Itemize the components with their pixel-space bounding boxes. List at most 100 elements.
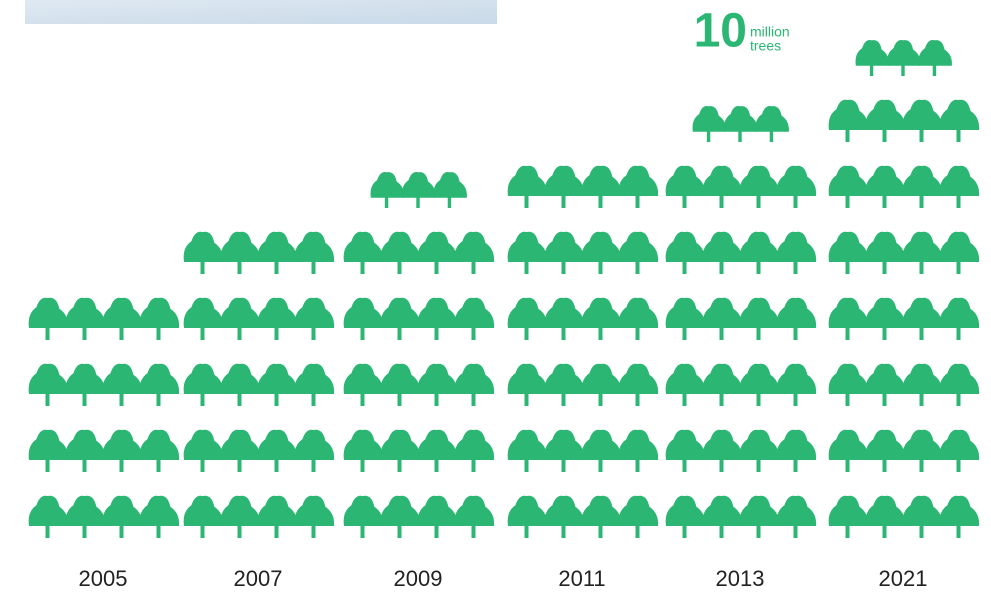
tree-canopy [381,298,420,328]
tree-trunk [562,327,566,340]
tree-canopy [856,40,890,66]
tree-canopy [66,430,105,460]
tree-trunk [361,261,365,274]
tree-canopy [866,166,905,196]
tree-trunk [120,393,124,406]
tree-column [829,40,979,538]
tree-canopy [344,232,383,262]
tree-trunk [883,459,887,472]
tree-canopy [103,430,142,460]
tree-trunk [398,525,402,538]
tree-canopy [866,496,905,526]
tree-trunk [83,327,87,340]
tree-canopy [455,496,494,526]
tree-canopy [381,232,420,262]
tree-trunk [599,393,603,406]
tree-canopy [103,496,142,526]
tree-canopy [381,364,420,394]
tree-canopy [703,364,742,394]
tree-canopy [221,298,260,328]
tree-trunk [435,393,439,406]
tree-trunk [157,459,161,472]
tree-canopy [866,298,905,328]
tree-canopy [740,496,779,526]
tree-trunk [599,327,603,340]
tree-canopy [258,496,297,526]
tree-canopy [724,106,758,132]
tree-canopy [940,496,979,526]
tree-trunk [957,327,961,340]
tree-trunk [920,129,924,142]
tree-canopy [295,232,334,262]
tree-trunk [562,393,566,406]
x-tick-label: 2009 [394,566,443,591]
tree-canopy [940,298,979,328]
tree-trunk [525,195,529,208]
tree-trunk [920,261,924,274]
tree-canopy [903,430,942,460]
tree-canopy [740,364,779,394]
tree-trunk [201,261,205,274]
tree-trunk [238,261,242,274]
tree-trunk [435,327,439,340]
tree-trunk [562,195,566,208]
tree-trunk [385,197,388,208]
tree-canopy [777,430,816,460]
tree-trunk [275,459,279,472]
tree-trunk [883,525,887,538]
tree-trunk [957,525,961,538]
x-tick-label: 2005 [79,566,128,591]
tree-canopy [740,232,779,262]
tree-column [666,106,816,538]
tree-canopy [903,232,942,262]
tree-canopy [777,364,816,394]
tree-canopy [418,430,457,460]
tree-canopy [940,430,979,460]
tree-trunk [201,327,205,340]
tree-trunk [312,393,316,406]
tree-canopy [703,166,742,196]
tree-trunk [920,393,924,406]
tree-trunk [920,195,924,208]
tree-trunk [846,261,850,274]
tree-trunk [398,459,402,472]
tree-trunk [794,327,798,340]
tree-trunk [472,393,476,406]
tree-canopy [344,298,383,328]
tree-trunk [599,195,603,208]
tree-trunk [957,459,961,472]
tree-canopy [619,364,658,394]
tree-trunk [238,525,242,538]
tree-trunk [883,327,887,340]
tree-canopy [371,172,405,198]
tree-canopy [455,232,494,262]
tree-canopy [940,364,979,394]
tree-trunk [472,525,476,538]
tree-canopy [582,364,621,394]
tree-canopy [508,232,547,262]
tree-trunk [275,393,279,406]
tree-canopy [221,496,260,526]
tree-canopy [418,364,457,394]
tree-canopy [29,430,68,460]
tree-trunk [361,327,365,340]
tree-trunk [957,261,961,274]
tree-trunk [46,393,50,406]
tree-trunk [920,459,924,472]
tree-trunk [275,525,279,538]
tree-trunk [794,195,798,208]
tree-canopy [777,232,816,262]
tree-canopy [866,100,905,130]
tree-canopy [703,430,742,460]
tree-canopy [455,430,494,460]
tree-canopy [455,364,494,394]
tree-canopy [619,430,658,460]
tree-trunk [883,129,887,142]
tree-canopy [258,364,297,394]
tree-canopy [184,430,223,460]
tree-canopy [545,298,584,328]
tree-trunk [83,525,87,538]
tree-trunk [720,459,724,472]
tree-canopy [344,430,383,460]
tree-canopy [940,100,979,130]
